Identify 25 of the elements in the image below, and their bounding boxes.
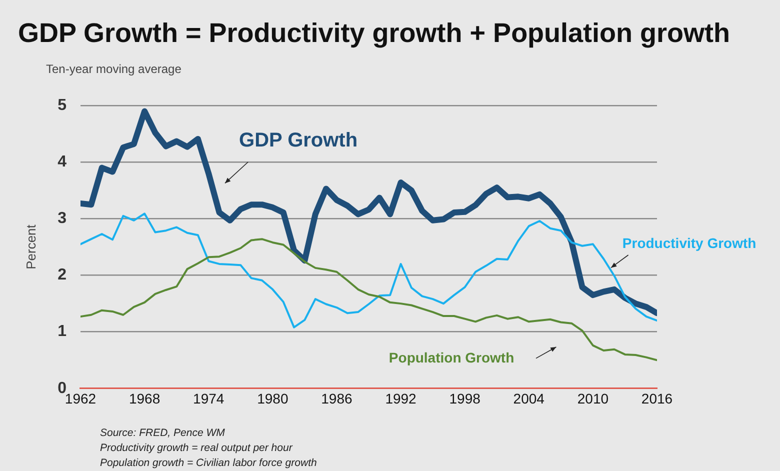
x-tick-label: 1968: [128, 390, 160, 407]
series-label: GDP Growth: [239, 129, 358, 152]
y-tick-label: 1: [58, 323, 67, 340]
x-tick-label: 1986: [321, 390, 352, 407]
y-tick-label: 3: [58, 210, 67, 228]
series-label: Productivity Growth: [622, 235, 756, 252]
text: Productivity growth = real output per hour: [100, 441, 294, 456]
x-tick-label: 1974: [193, 390, 224, 407]
y-tick-label: 5: [58, 97, 67, 114]
y-tick-label: 0: [58, 380, 67, 397]
y-axis-title: Percent: [23, 224, 38, 270]
source-note: Source: FRED, Pence WM: [100, 426, 226, 441]
x-tick-label: 2004: [513, 390, 545, 407]
x-tick-label: 1980: [257, 390, 288, 407]
y-tick-label: 4: [58, 154, 67, 171]
chart-subtitle: Ten-year moving average: [46, 62, 182, 76]
text: Population growth = Civilian labor force growth: [100, 456, 317, 471]
text: Population Growth: [388, 350, 514, 366]
x-tick-label: 2016: [641, 390, 673, 407]
chart-title: GDP Growth = Productivity growth + Population growth: [18, 18, 730, 49]
x-tick-label: 1998: [449, 390, 481, 407]
x-tick-label: 2010: [577, 390, 609, 407]
y-tick-label: 2: [58, 266, 67, 284]
x-tick-label: 1992: [385, 390, 417, 407]
x-tick-label: 1962: [64, 390, 96, 407]
